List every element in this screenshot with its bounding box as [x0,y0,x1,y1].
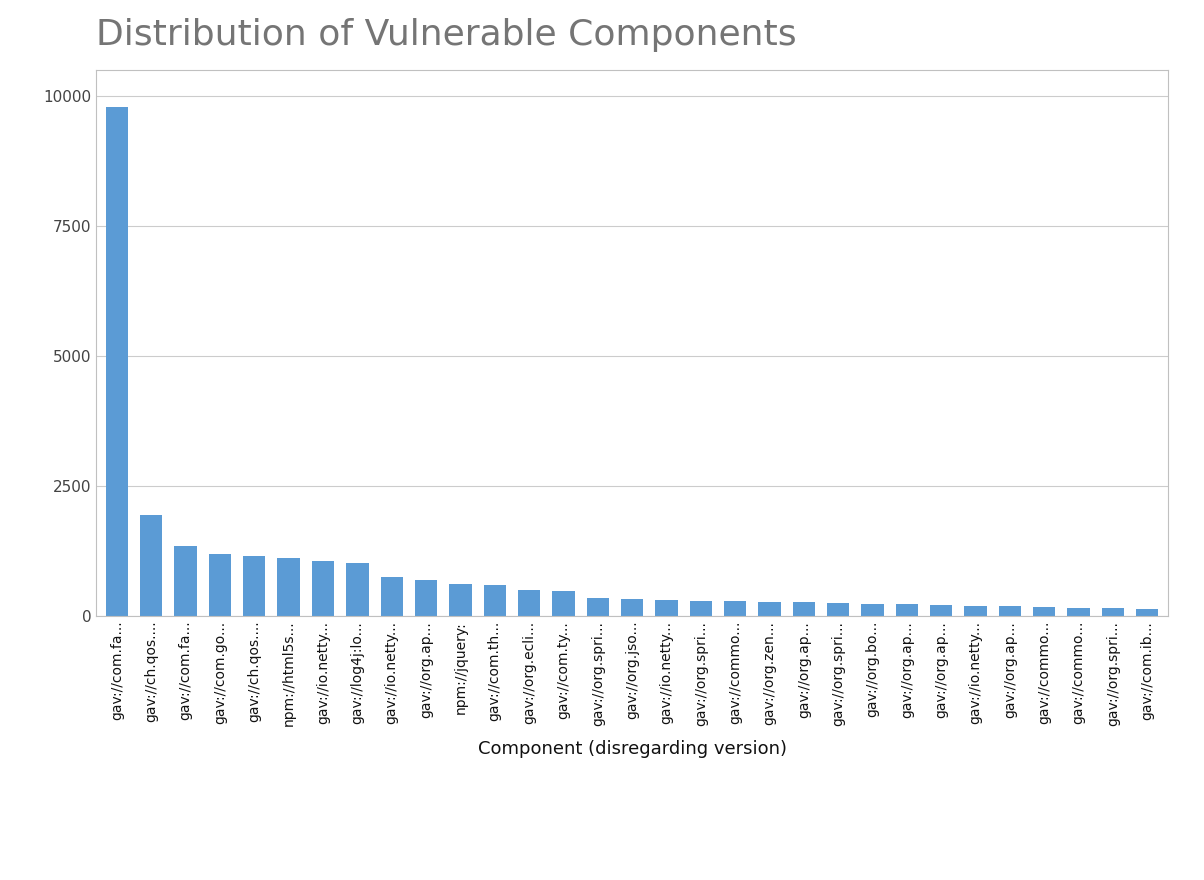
Bar [929,605,952,616]
Bar [896,604,917,616]
Bar [999,606,1021,616]
Bar [140,515,163,616]
Bar [380,577,403,616]
Bar [1033,607,1056,616]
Text: Distribution of Vulnerable Components: Distribution of Vulnerable Components [96,18,797,53]
Bar [621,599,643,616]
Bar [449,583,472,616]
Bar [1102,608,1125,616]
Bar [415,580,437,616]
Bar [347,563,368,616]
Bar [861,604,884,616]
Bar [586,598,609,616]
Bar [1068,608,1090,616]
Bar [724,601,746,616]
Bar [518,590,541,616]
Bar [1137,609,1158,616]
X-axis label: Component (disregarding version): Component (disregarding version) [478,740,786,759]
Bar [243,556,265,616]
Bar [827,603,849,616]
Bar [759,602,780,616]
Bar [484,585,506,616]
Bar [655,600,678,616]
Bar [964,605,987,616]
Bar [106,106,128,616]
Bar [208,554,231,616]
Bar [312,561,335,616]
Bar [175,546,196,616]
Bar [553,591,574,616]
Bar [277,558,300,616]
Bar [690,601,712,616]
Bar [792,603,815,616]
